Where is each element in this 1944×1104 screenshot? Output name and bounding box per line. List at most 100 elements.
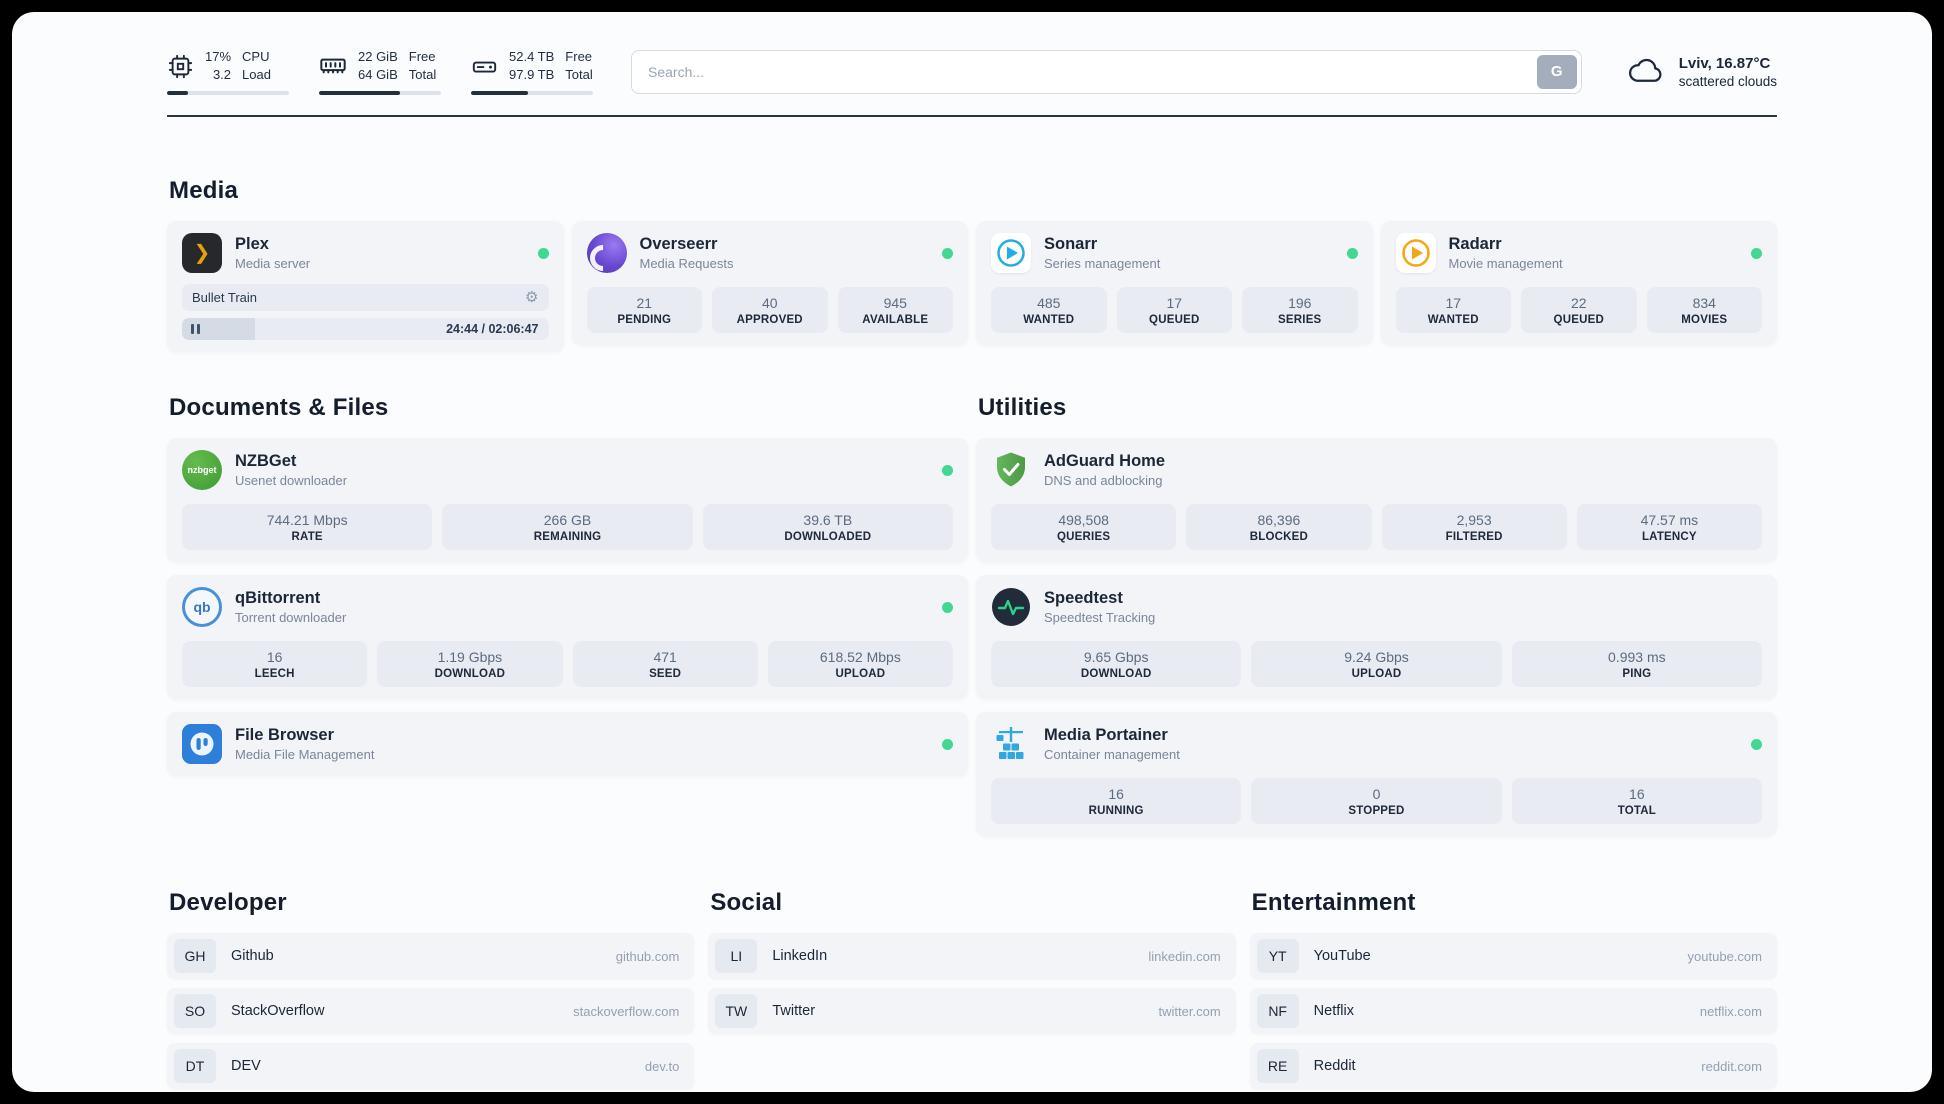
disk-monitor: 52.4 TB 97.9 TB Free Total [471,48,593,96]
entertainment-bookmarks: Entertainment YT YouTube youtube.com NF … [1249,889,1777,1092]
stat-series: 196 SERIES [1242,287,1358,334]
section-title-social: Social [710,889,783,917]
system-monitors: 17% 3.2 CPU Load [167,48,593,96]
cpu-monitor: 17% 3.2 CPU Load [167,48,289,96]
bookmark-name: Github [231,948,274,965]
app-subtitle: Media server [235,256,311,272]
bookmark-abbr: LI [715,939,758,974]
bookmark-name: Twitter [772,1003,816,1020]
stat-ping: 0.993 ms PING [1511,641,1762,688]
adguard-shield-icon [991,450,1031,490]
bookmark-abbr: RE [1256,1049,1299,1084]
speedtest-card[interactable]: Speedtest Speedtest Tracking 9.65 Gbps D… [976,575,1777,700]
disk-progress-bar [471,91,593,96]
documents-column: Documents & Files nzbget NZBGet Usenet d… [167,394,968,789]
now-playing-title: Bullet Train [192,290,258,306]
plex-card[interactable]: ❯ Plex Media server Bullet Train ⚙ 24:44… [167,221,564,353]
cloud-icon [1626,57,1666,87]
bookmark-domain: netflix.com [1699,1003,1762,1019]
cpu-load-value: 3.2 [212,67,232,83]
adguard-card[interactable]: AdGuard Home DNS and adblocking 498,508 … [976,438,1777,563]
search-input[interactable] [631,49,1582,94]
status-dot [942,601,953,613]
bookmark-linkedin[interactable]: LI LinkedIn linkedin.com [708,933,1236,980]
section-title-documents: Documents & Files [169,394,389,422]
overseerr-card[interactable]: Overseerr Media Requests 21 PENDING 40 A… [571,221,968,346]
bookmark-netflix[interactable]: NF Netflix netflix.com [1249,988,1777,1035]
stat-seed: 471 SEED [572,641,758,688]
cpu-progress-fill [167,91,188,96]
bookmark-abbr: GH [174,939,216,974]
disk-free-value: 52.4 TB [509,49,555,64]
top-bar: 17% 3.2 CPU Load [167,12,1777,96]
stat-latency: 47.57 ms LATENCY [1576,504,1762,551]
media-section: Media ❯ Plex Media server Bullet Train ⚙ [167,177,1777,353]
bookmark-stackoverflow[interactable]: SO StackOverflow stackoverflow.com [167,988,695,1035]
stat-queries: 498,508 QUERIES [991,504,1177,551]
app-name: Radarr [1448,235,1502,254]
bookmark-domain: youtube.com [1687,948,1762,964]
dashboard-window: 17% 3.2 CPU Load [12,12,1932,1092]
app-name: File Browser [235,726,335,745]
app-subtitle: Movie management [1448,256,1563,272]
bookmark-reddit[interactable]: RE Reddit reddit.com [1249,1043,1777,1090]
search-submit-button[interactable]: G [1536,54,1577,89]
app-subtitle: Media Requests [639,256,734,272]
app-name: Plex [235,235,269,254]
bookmark-name: StackOverflow [231,1003,325,1020]
plex-icon: ❯ [182,233,222,274]
gear-icon[interactable]: ⚙ [525,289,539,307]
playback-progress-bar[interactable]: 24:44 / 02:06:47 [182,318,549,341]
stat-rate: 744.21 Mbps RATE [182,504,433,551]
radarr-card[interactable]: Radarr Movie management 17 WANTED 22 QUE… [1380,221,1777,346]
disk-icon [471,53,498,80]
bookmark-name: LinkedIn [772,948,828,965]
bookmark-domain: github.com [615,948,680,964]
stat-leech: 16 LEECH [182,641,368,688]
app-subtitle: Speedtest Tracking [1044,610,1156,626]
nzbget-card[interactable]: nzbget NZBGet Usenet downloader 744.21 M… [167,438,968,563]
sonarr-card[interactable]: Sonarr Series management 485 WANTED 17 Q… [976,221,1373,346]
stat-upload: 618.52 Mbps UPLOAD [767,641,953,688]
status-dot [942,738,953,750]
bookmark-twitter[interactable]: TW Twitter twitter.com [708,988,1236,1035]
stat-available: 945 AVAILABLE [837,287,953,334]
stat-download: 1.19 Gbps DOWNLOAD [377,641,563,688]
portainer-icon [991,724,1031,764]
filebrowser-card[interactable]: File Browser Media File Management [167,712,968,777]
section-title-developer: Developer [169,889,287,917]
bookmark-youtube[interactable]: YT YouTube youtube.com [1249,933,1777,980]
stat-movies: 834 MOVIES [1646,287,1762,334]
pause-icon[interactable] [191,324,200,335]
app-name: Sonarr [1044,235,1098,254]
status-dot [942,247,953,259]
bookmark-abbr: YT [1256,939,1299,974]
stat-wanted: 485 WANTED [991,287,1107,334]
weather-location: Lviv, 16.87°C [1678,54,1771,72]
disk-total-value: 97.9 TB [509,67,555,83]
stat-downloaded: 39.6 TB DOWNLOADED [702,504,953,551]
app-subtitle: Usenet downloader [235,473,348,489]
stat-upload: 9.24 Gbps UPLOAD [1251,641,1502,688]
memory-total-label: Total [408,67,437,83]
weather-condition: scattered clouds [1678,73,1777,89]
app-name: NZBGet [235,452,297,471]
app-name: Overseerr [639,235,718,254]
section-title-entertainment: Entertainment [1251,889,1416,917]
radarr-icon [1395,233,1436,274]
app-name: Media Portainer [1044,726,1168,745]
qbittorrent-card[interactable]: qb qBittorrent Torrent downloader 16 LEE… [167,575,968,700]
bookmark-dev[interactable]: DT DEV dev.to [167,1043,695,1090]
bookmark-name: Reddit [1313,1058,1356,1075]
bookmark-github[interactable]: GH Github github.com [167,933,695,980]
stat-total: 16 TOTAL [1511,778,1762,825]
app-subtitle: Torrent downloader [235,610,347,626]
overseerr-icon [586,233,627,274]
memory-total-value: 64 GiB [358,67,398,83]
memory-icon [319,52,347,80]
playback-progress-fill [182,318,256,341]
weather-widget[interactable]: Lviv, 16.87°C scattered clouds [1626,55,1777,89]
bookmark-abbr: DT [174,1049,216,1084]
portainer-card[interactable]: Media Portainer Container management 16 … [976,712,1777,837]
bookmark-abbr: TW [715,994,758,1029]
